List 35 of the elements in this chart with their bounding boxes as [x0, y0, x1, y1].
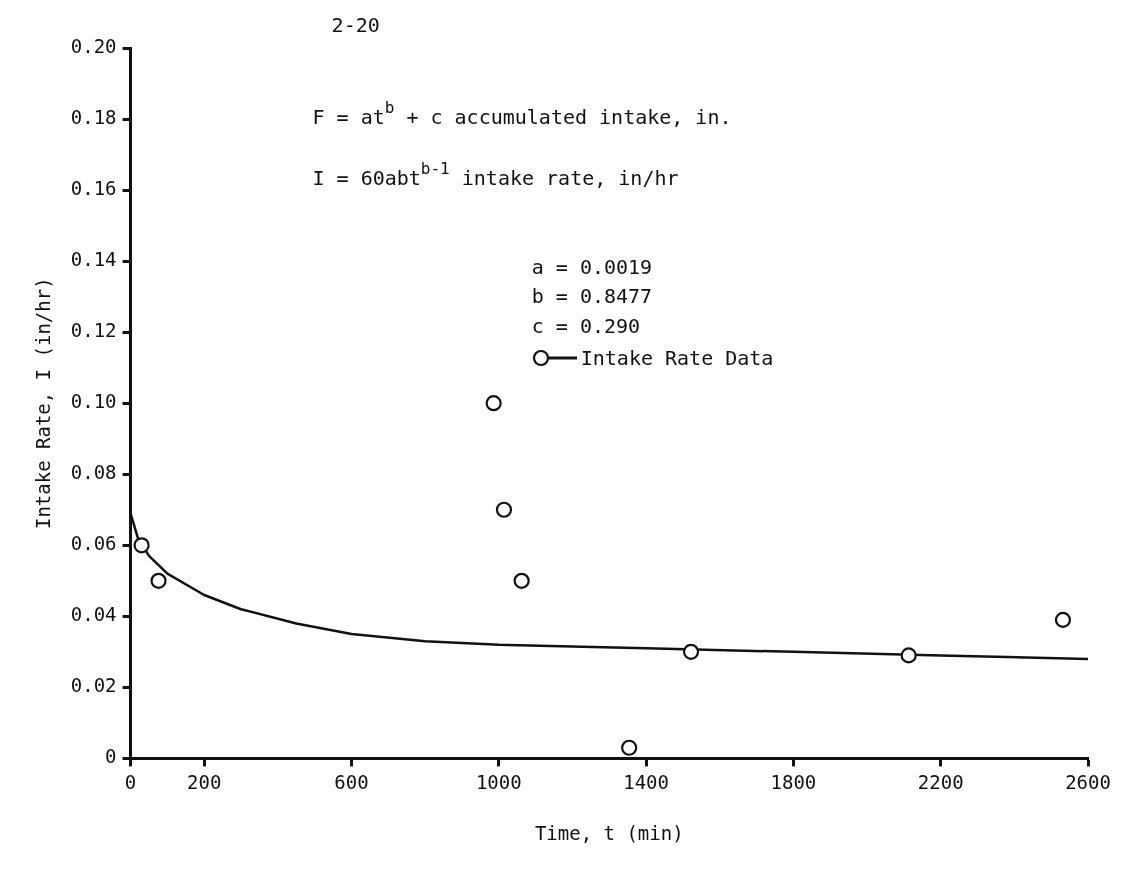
point — [682, 643, 700, 660]
text: 2-20 — [331, 12, 380, 37]
point — [133, 537, 150, 554]
point — [1054, 611, 1072, 628]
y-tick-label: 0.14 — [70, 248, 117, 271]
x-tick-label: 2600 — [1065, 770, 1111, 793]
x-axis-title: Time, t (min) — [534, 821, 684, 844]
point — [150, 572, 167, 589]
y-tick-label: 0.04 — [70, 603, 117, 626]
annotation: b = 0.8477 — [531, 284, 653, 309]
annotation: c = 0.290 — [531, 314, 641, 339]
x-tick-label: 600 — [334, 770, 369, 793]
y-axis-title: Intake Rate, I (in/hr) — [32, 277, 55, 530]
point — [513, 572, 530, 589]
x-tick-label: 0 — [124, 770, 137, 793]
annotation: a = 0.0019 — [531, 255, 653, 280]
point — [495, 501, 513, 518]
x-tick-label: 200 — [187, 770, 222, 793]
y-tick-label: 0 — [105, 745, 117, 768]
y-tick-label: 0.02 — [70, 674, 117, 697]
y-tick-label: 0.10 — [70, 390, 117, 413]
x-tick-label: 2200 — [917, 770, 964, 793]
x-tick-label: 1800 — [770, 770, 817, 793]
x-tick-label: 1000 — [475, 770, 522, 793]
point — [621, 739, 638, 756]
x-tick-label: 1400 — [623, 770, 669, 793]
y-tick-label: 0.16 — [70, 177, 117, 200]
y-tick-label: 0.20 — [70, 34, 117, 57]
point — [900, 647, 917, 664]
y-tick-label: 0.18 — [70, 105, 117, 128]
y-tick-label: 0.06 — [70, 532, 117, 555]
y-tick-label: 0.08 — [70, 461, 117, 484]
legend-label: Intake Rate Data — [580, 345, 774, 370]
point — [485, 395, 502, 412]
y-tick-label: 0.12 — [70, 319, 117, 342]
